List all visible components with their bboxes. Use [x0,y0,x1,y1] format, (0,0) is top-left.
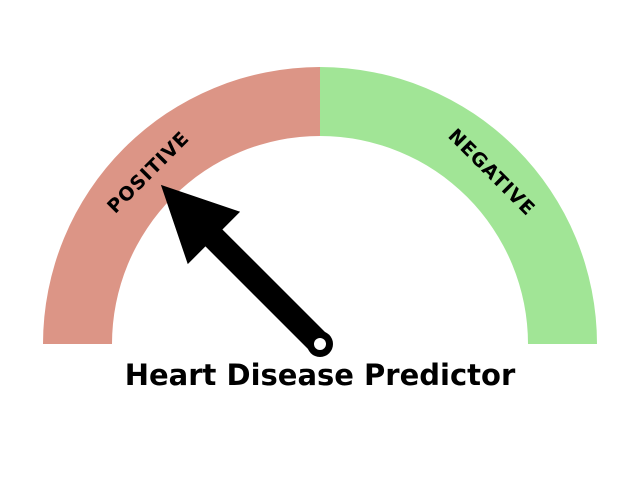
needle-pivot-dot [314,338,326,350]
gauge-segment-negative [320,67,597,344]
gauge-segment-positive [43,67,320,344]
needle-arrow [160,184,329,353]
chart-title: Heart Disease Predictor [124,358,516,392]
